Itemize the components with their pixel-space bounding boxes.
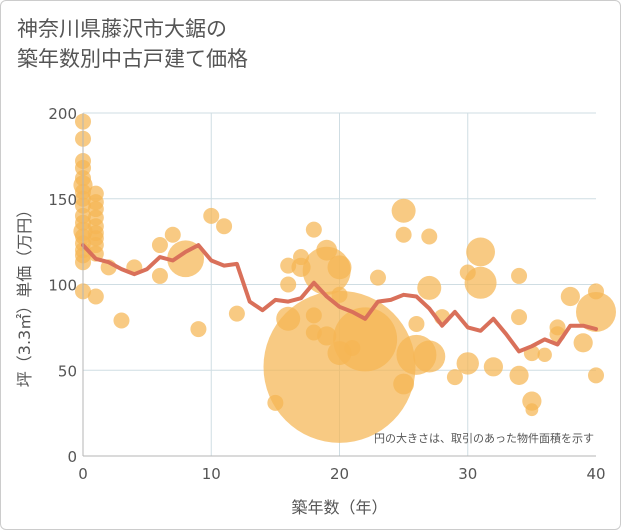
scatter-point <box>344 339 361 356</box>
scatter-point <box>417 275 442 300</box>
chart-title: 神奈川県藤沢市大鋸の 築年数別中古戸建て価格 <box>17 14 248 74</box>
scatter-point <box>511 267 528 284</box>
scatter-point <box>391 198 416 223</box>
scatter-point <box>446 369 463 386</box>
scatter-point <box>459 264 476 281</box>
x-tick-label: 40 <box>586 465 605 483</box>
scatter-point <box>560 286 580 307</box>
bubble-layer <box>73 113 616 443</box>
chart-title-line2: 築年数別中古戸建て価格 <box>17 47 248 71</box>
bubble-size-note: 円の大きさは、取引のあった物件面積を示す <box>374 431 594 445</box>
scatter-point <box>190 321 207 338</box>
x-tick-label: 20 <box>330 465 349 483</box>
scatter-point <box>203 207 220 224</box>
y-tick-label: 0 <box>67 448 77 466</box>
y-tick-label: 150 <box>48 191 77 209</box>
scatter-point <box>87 245 104 262</box>
scatter-point <box>395 226 412 243</box>
scatter-point <box>151 267 168 284</box>
scatter-point <box>280 257 297 274</box>
chart-title-line1: 神奈川県藤沢市大鋸の <box>17 17 227 41</box>
average-line-layer <box>81 243 598 354</box>
x-tick-label: 30 <box>458 465 477 483</box>
y-tick-label: 50 <box>58 362 77 380</box>
x-tick-label: 0 <box>78 465 88 483</box>
scatter-point <box>421 228 438 245</box>
scatter-point <box>305 307 322 324</box>
scatter-point <box>588 367 604 384</box>
scatter-point <box>164 226 181 243</box>
scatter-point <box>525 403 539 417</box>
scatter-point <box>167 240 205 278</box>
scatter-point <box>280 276 297 293</box>
scatter-point <box>267 394 284 411</box>
scatter-point <box>588 283 604 300</box>
scatter-point <box>369 269 386 286</box>
scatter-point <box>537 347 552 363</box>
scatter-point <box>511 309 528 326</box>
scatter-point <box>305 324 322 341</box>
y-tick-label: 100 <box>48 277 77 295</box>
scatter-point <box>293 249 310 266</box>
scatter-point <box>228 305 245 322</box>
scatter-point <box>305 221 322 238</box>
axes: 0 10 20 30 40 0 50 100 150 200 <box>48 105 605 483</box>
y-tick-label: 200 <box>48 105 77 123</box>
x-tick-label: 10 <box>202 465 221 483</box>
y-axis-label: 坪（3.3㎡）単価（万円） <box>15 202 34 387</box>
scatter-point <box>87 288 104 305</box>
scatter-point <box>466 237 495 267</box>
scatter-point <box>576 291 616 332</box>
scatter-point <box>317 326 337 346</box>
scatter-point <box>413 340 446 373</box>
scatter-point <box>483 357 503 377</box>
average-price-line <box>81 243 598 354</box>
scatter-point <box>331 286 348 303</box>
scatter-point <box>113 312 130 329</box>
x-axis-label: 築年数（年） <box>291 498 387 517</box>
scatter-point <box>456 352 479 375</box>
scatter-point <box>151 237 168 254</box>
scatter-point <box>393 373 415 395</box>
scatter-point <box>509 365 529 385</box>
scatter-point <box>573 333 593 353</box>
scatter-point <box>276 306 301 331</box>
scatter-point <box>316 239 338 261</box>
scatter-point <box>408 315 425 332</box>
scatter-point <box>327 255 352 280</box>
scatter-point <box>216 218 233 235</box>
